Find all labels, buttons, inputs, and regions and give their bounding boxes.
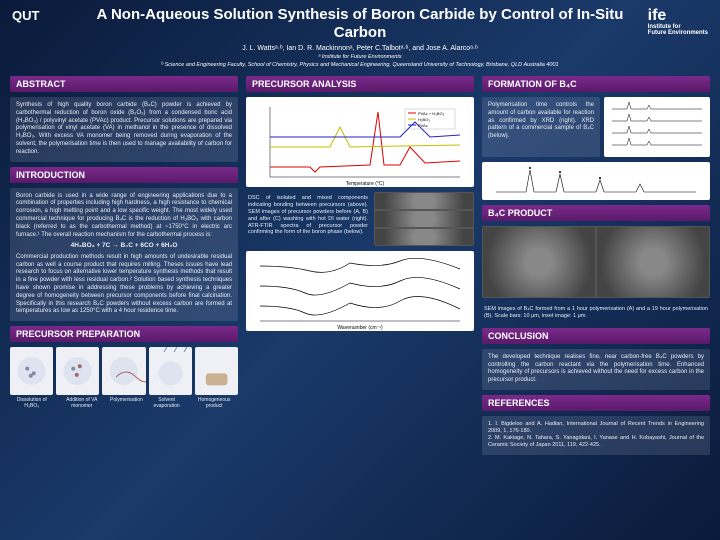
svg-text:PVAc + H₃BO₃: PVAc + H₃BO₃ (418, 111, 445, 116)
intro-header: INTRODUCTION (10, 167, 238, 183)
prep-label-5: Homogeneous product (190, 397, 238, 409)
qut-logo: QUT (12, 8, 39, 23)
column-right: FORMATION OF B₄C Polymerisation time con… (482, 76, 710, 455)
xrd-stack (604, 97, 710, 157)
svg-text:H₃BO₃: H₃BO₃ (418, 117, 430, 122)
product-caption: SEM images of B₄C formed from a 1 hour p… (482, 303, 710, 323)
prep-step-4 (149, 347, 192, 395)
prep-step-3 (102, 347, 145, 395)
formation-body: Polymerisation time controls the amount … (482, 97, 600, 157)
dsc-chart: Temperature (°C) PVAc + H₃BO₃ H₃BO₃ PVAc (246, 97, 474, 187)
ftir-chart: Wavenumber (cm⁻¹) (246, 251, 474, 331)
poster-header: A Non-Aqueous Solution Synthesis of Boro… (0, 0, 720, 72)
prep-label-3: Polymerisation (110, 397, 143, 409)
xrd-commercial (482, 162, 710, 200)
column-left: ABSTRACT Synthesis of high quality boron… (10, 76, 238, 455)
sem-precursor (374, 192, 474, 246)
prep-figure: Dissolution of H₃BO₃ Addition of VA mono… (10, 347, 238, 409)
column-middle: PRECURSOR ANALYSIS Temperature (°C) PVAc… (246, 76, 474, 455)
svg-text:PVAc: PVAc (418, 123, 428, 128)
svg-text:Temperature (°C): Temperature (°C) (346, 181, 385, 187)
affiliation-1: ᵃ Institute for Future Environments (80, 54, 640, 60)
affiliation-2: ᵇ Science and Engineering Faculty, Schoo… (80, 62, 640, 68)
analysis-header: PRECURSOR ANALYSIS (246, 76, 474, 92)
abstract-body: Synthesis of high quality boron carbide … (10, 97, 238, 162)
prep-step-5 (195, 347, 238, 395)
svg-text:Wavenumber (cm⁻¹): Wavenumber (cm⁻¹) (337, 325, 383, 331)
conclusion-body: The developed technique realises fine, n… (482, 349, 710, 390)
formation-header: FORMATION OF B₄C (482, 76, 710, 92)
intro-body: Boron carbide is used in a wide range of… (10, 188, 238, 322)
reaction-equation: 4H₃BO₃ + 7C → B₄C + 6CO + 6H₂O (16, 242, 232, 250)
ife-logo: ife Institute for Future Environments (648, 8, 708, 36)
prep-header: PRECURSOR PREPARATION (10, 326, 238, 342)
product-header: B₄C PRODUCT (482, 205, 710, 221)
authors: J. L. Wattsᵃ·ᵇ, Ian D. R. Mackinnonᵃ, Pe… (80, 45, 640, 52)
sem-product (482, 226, 710, 298)
analysis-caption: DSC of isolated and mixed components ind… (246, 192, 370, 246)
prep-step-2 (56, 347, 99, 395)
prep-step-1 (10, 347, 53, 395)
prep-label-4: Solvent evaporation (146, 397, 188, 409)
refs-header: REFERENCES (482, 395, 710, 411)
prep-label-2: Addition of VA monomer (57, 397, 107, 409)
poster-title: A Non-Aqueous Solution Synthesis of Boro… (80, 6, 640, 42)
conclusion-header: CONCLUSION (482, 328, 710, 344)
abstract-header: ABSTRACT (10, 76, 238, 92)
prep-label-1: Dissolution of H₃BO₃ (10, 397, 54, 409)
refs-body: 1. I. Bigdeloo and A. Hadian, Internatio… (482, 416, 710, 455)
